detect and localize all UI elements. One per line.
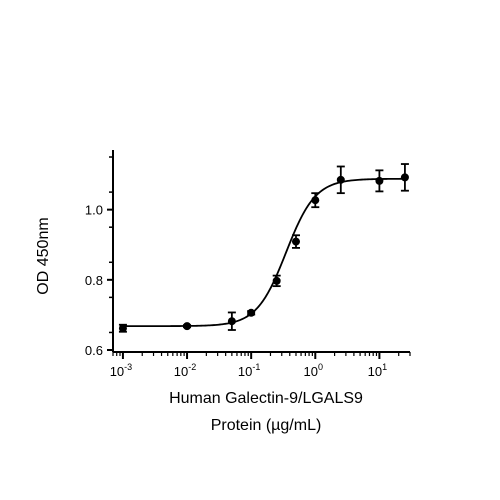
x-axis: 10-3 10-2 10-1 100 101 — [110, 351, 411, 379]
data-point — [247, 308, 256, 317]
fit-curve-layer — [120, 177, 405, 328]
data-point — [291, 237, 300, 246]
x-axis-title-line1: Human Galectin-9/LGALS9 — [169, 390, 363, 407]
data-point — [375, 176, 384, 185]
y-tick-label: 0.8 — [85, 273, 103, 288]
y-tick-label: 0.6 — [85, 343, 103, 358]
data-point — [227, 317, 236, 326]
data-point — [118, 324, 127, 333]
x-axis-title-line2: Protein (µg/mL) — [211, 417, 322, 434]
y-tick-label: 1.0 — [85, 203, 103, 218]
data-point — [183, 322, 192, 331]
data-point — [272, 276, 281, 285]
data-points-layer — [118, 163, 409, 333]
y-axis-title: OD 450nm — [35, 217, 52, 294]
x-tick-label: 100 — [304, 362, 323, 379]
data-point — [336, 175, 345, 184]
data-point — [400, 173, 409, 182]
x-tick-label: 10-1 — [238, 362, 260, 379]
x-tick-label: 10-2 — [174, 362, 196, 379]
fit-curve — [120, 177, 405, 328]
data-point — [311, 196, 320, 205]
x-tick-label: 10-3 — [110, 362, 132, 379]
y-axis: 0.6 0.8 1.0 — [85, 150, 114, 358]
x-tick-label: 101 — [368, 362, 387, 379]
